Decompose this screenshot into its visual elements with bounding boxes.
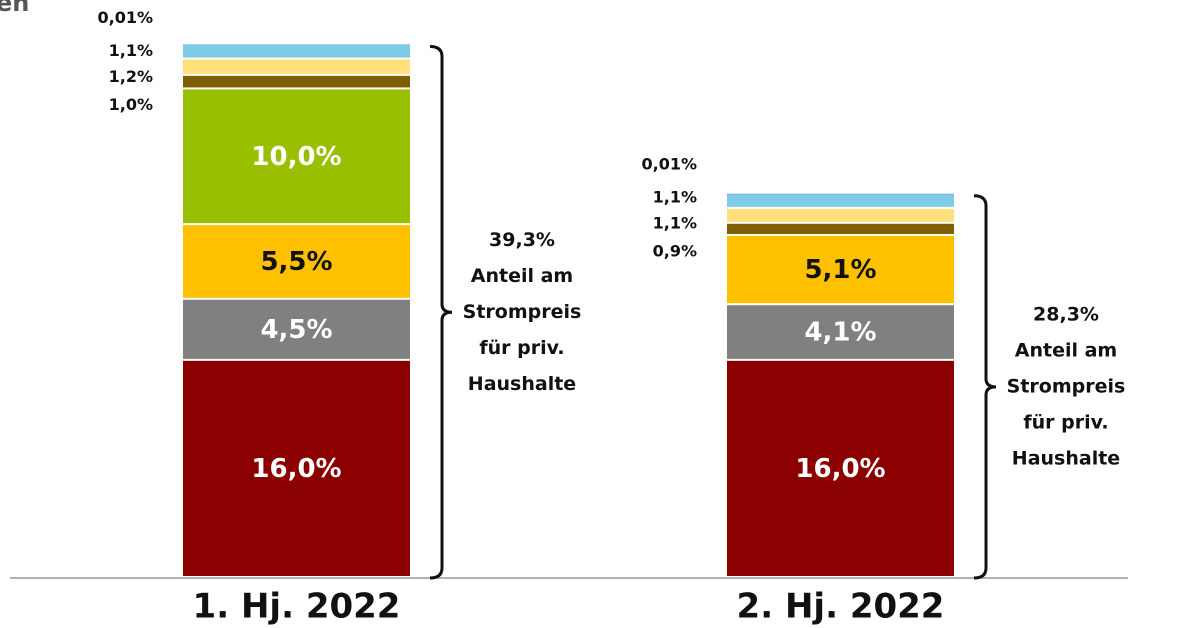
value-label: 4,1% [804,318,876,348]
chart-title: en [0,0,29,17]
x-tick-label: 2. Hj. 2022 [737,587,945,627]
annotation: für priv. [479,337,564,359]
bracket [973,194,997,580]
bar-segment [183,89,410,224]
value-label: 16,0% [795,454,885,484]
bar-segment [727,360,954,576]
annotation: Strompreis [463,301,582,323]
value-label: 1,1% [653,188,697,207]
bar-segment [727,208,954,222]
value-label: 4,5% [260,315,332,345]
bar-segment [727,236,954,304]
annotation: Anteil am [471,265,573,287]
annotation: Strompreis [1007,375,1126,397]
annotation: Haushalte [1012,447,1120,469]
annotation: 39,3% [489,229,555,251]
value-label: 5,1% [804,255,876,285]
annotation: 28,3% [1033,303,1099,325]
bar-segment [727,193,954,207]
bracket [429,45,453,580]
value-label: 1,1% [653,214,697,233]
x-tick-label: 1. Hj. 2022 [193,587,401,627]
bar-segment [727,223,954,234]
value-label: 10,0% [251,142,341,172]
value-label: 0,9% [653,242,697,261]
value-label: 1,0% [109,95,153,114]
bar-segment [183,44,410,58]
bar-segment [183,44,410,46]
bar-segment [183,225,410,298]
value-label: 5,5% [260,247,332,277]
bar-segment [183,360,410,576]
value-label: 1,1% [109,41,153,60]
annotation: Haushalte [468,373,576,395]
bar-segment [727,193,954,195]
bar-segment [183,299,410,359]
value-label: 0,01% [97,8,153,27]
annotation: für priv. [1023,411,1108,433]
value-label: 16,0% [251,454,341,484]
bar-segment [183,59,410,74]
bar-segment [727,305,954,359]
value-label: 1,2% [109,67,153,86]
value-label: 0,01% [641,155,697,174]
bar-segment [183,75,410,88]
annotation: Anteil am [1015,339,1117,361]
